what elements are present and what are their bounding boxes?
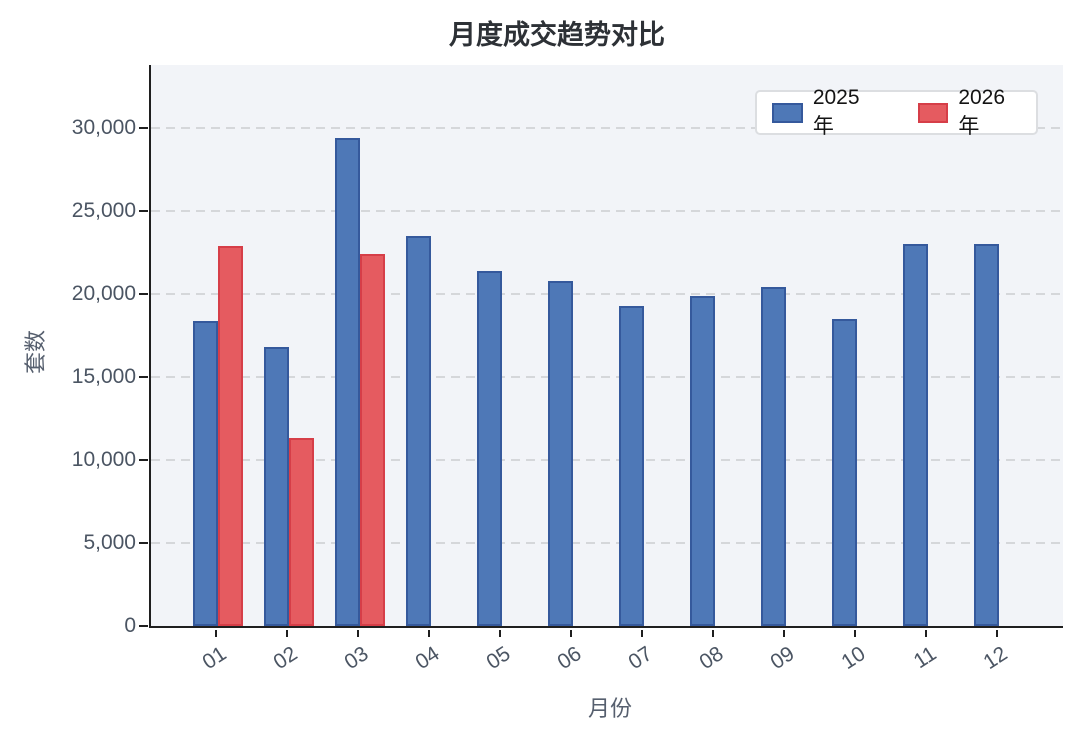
- x-axis-label: 月份: [587, 696, 633, 721]
- legend-item-2025: 2025年: [772, 86, 876, 140]
- bar-2025年-04: [406, 236, 431, 626]
- x-tick-label-01: 01: [198, 642, 231, 675]
- gridline-30000: [151, 127, 1063, 129]
- gridline-10000: [151, 459, 1063, 461]
- y-tick-mark-20000: [139, 293, 148, 295]
- bar-2025年-10: [832, 319, 857, 626]
- y-tick-label-30000: 30,000: [71, 116, 136, 139]
- y-tick-mark-25000: [139, 210, 148, 212]
- x-tick-label-12: 12: [979, 642, 1012, 675]
- x-tick-label-06: 06: [553, 642, 586, 675]
- bar-2025年-03: [335, 138, 360, 626]
- x-tick-label-02: 02: [269, 642, 302, 675]
- y-tick-mark-0: [139, 625, 148, 627]
- x-tick-label-07: 07: [624, 642, 657, 675]
- gridline-5000: [151, 542, 1063, 544]
- x-tick-mark-09: [783, 630, 785, 637]
- x-tick-label-03: 03: [340, 642, 373, 675]
- legend: 2025年 2026年: [755, 86, 1038, 138]
- gridline-20000: [151, 293, 1063, 295]
- legend-item-2026: 2026年: [917, 85, 1022, 140]
- x-tick-mark-07: [641, 630, 643, 637]
- x-tick-mark-05: [499, 630, 501, 637]
- x-tick-mark-03: [357, 630, 359, 637]
- gridline-15000: [151, 376, 1063, 378]
- x-tick-label-11: 11: [909, 642, 941, 674]
- bar-2025年-06: [548, 281, 573, 626]
- y-axis-label: 套数: [23, 329, 48, 375]
- y-tick-mark-15000: [139, 376, 148, 378]
- x-tick-mark-11: [925, 630, 927, 637]
- x-tick-label-08: 08: [695, 642, 728, 675]
- y-tick-mark-10000: [139, 459, 148, 461]
- bar-2025年-05: [477, 271, 502, 626]
- x-tick-label-05: 05: [482, 642, 515, 675]
- x-tick-mark-12: [996, 630, 998, 637]
- bar-2025年-02: [264, 347, 289, 626]
- bar-2025年-09: [761, 287, 786, 626]
- chart-title: 月度成交趋势对比: [449, 20, 665, 50]
- x-tick-label-10: 10: [837, 642, 870, 675]
- bar-2026年-02: [289, 438, 314, 626]
- x-tick-mark-04: [428, 630, 430, 637]
- bar-2025年-11: [903, 244, 928, 626]
- bar-2025年-08: [690, 296, 715, 626]
- x-tick-label-09: 09: [766, 642, 799, 675]
- legend-swatch-2026: [917, 102, 949, 123]
- bar-2025年-07: [619, 306, 644, 626]
- y-tick-label-25000: 25,000: [71, 199, 136, 222]
- bar-2025年-01: [193, 321, 218, 626]
- y-tick-label-10000: 10,000: [71, 448, 136, 471]
- plot-area: [149, 65, 1063, 628]
- x-tick-mark-02: [286, 630, 288, 637]
- gridline-25000: [151, 210, 1063, 212]
- legend-label-2025: 2025年: [812, 85, 860, 138]
- x-tick-mark-10: [854, 630, 856, 637]
- x-tick-label-04: 04: [411, 642, 444, 675]
- bar-2026年-03: [360, 254, 385, 626]
- y-tick-label-0: 0: [124, 614, 136, 637]
- bar-2026年-01: [218, 246, 243, 626]
- legend-swatch-2025: [772, 102, 803, 123]
- y-tick-label-5000: 5,000: [83, 531, 136, 554]
- x-tick-mark-01: [215, 630, 217, 637]
- x-tick-mark-08: [712, 630, 714, 637]
- x-tick-mark-06: [570, 630, 572, 637]
- y-tick-mark-5000: [139, 542, 148, 544]
- legend-label-2026: 2026年: [958, 85, 1006, 138]
- y-tick-label-15000: 15,000: [71, 365, 136, 388]
- y-tick-mark-30000: [139, 127, 148, 129]
- y-tick-label-20000: 20,000: [71, 282, 136, 305]
- bar-2025年-12: [974, 244, 999, 626]
